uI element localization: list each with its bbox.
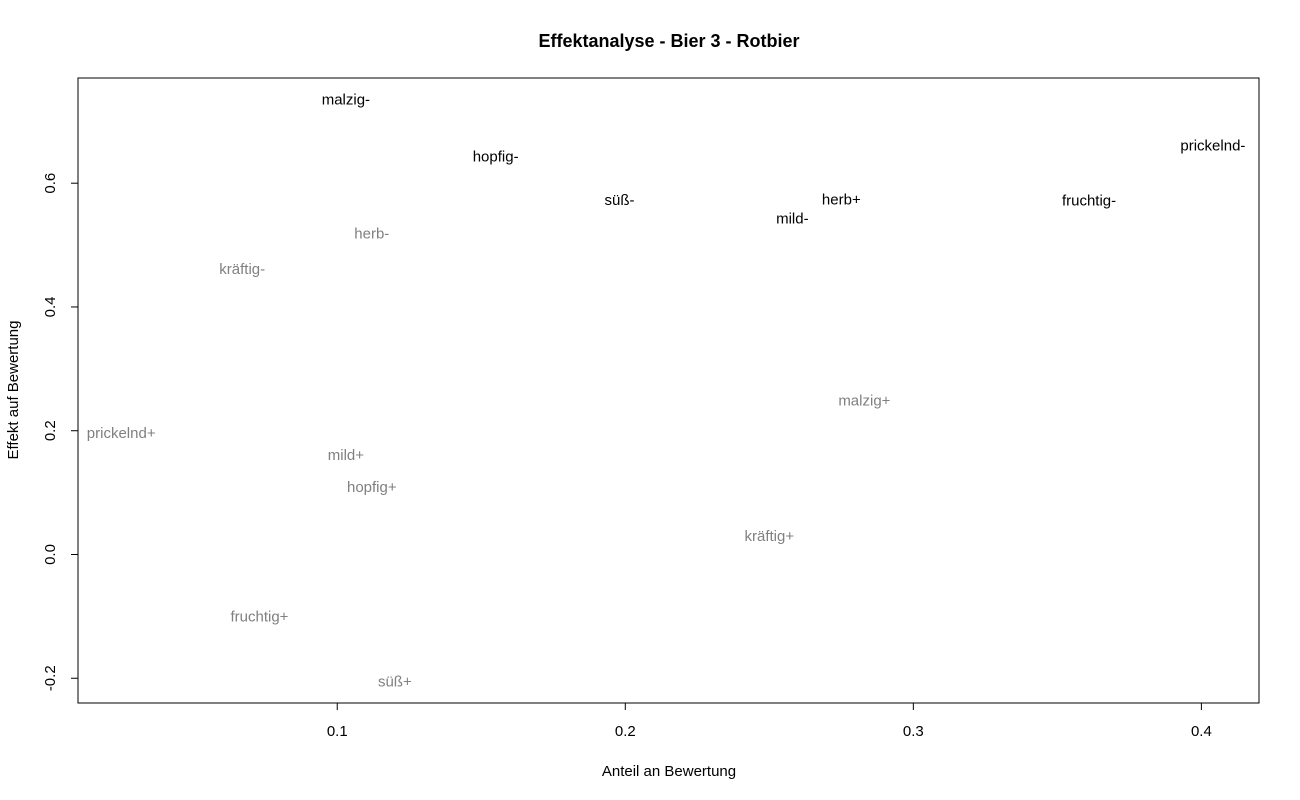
point-label: süß- [605,192,635,209]
point-label: hopfig+ [347,479,397,496]
point-label: kräftig- [219,261,265,278]
x-tick-label: 0.2 [615,723,636,740]
point-label: mild+ [328,447,365,464]
point-label: fruchtig- [1062,193,1116,210]
x-axis: 0.1 0.2 0.3 0.4 [327,703,1212,740]
point-label: malzig- [322,92,370,109]
point-label: fruchtig+ [230,608,288,625]
y-tick-label: 0.6 [42,173,59,194]
chart-title: Effektanalyse - Bier 3 - Rotbier [538,31,799,51]
y-axis-label: Effekt auf Bewertung [5,321,22,460]
point-label: herb+ [822,191,861,208]
point-label: prickelnd- [1180,137,1245,154]
y-tick-label: 0.4 [42,297,59,318]
point-labels: malzig-hopfig-süß-mild-herb+ fruchtig-pri… [87,92,1246,691]
point-label: süß+ [378,673,412,690]
point-label: herb- [354,225,389,242]
y-tick-label: 0.0 [42,544,59,565]
point-label: mild- [776,210,809,227]
point-label: hopfig- [473,149,519,166]
x-axis-label: Anteil an Bewertung [602,763,736,780]
x-tick-label: 0.3 [903,723,924,740]
point-label: prickelnd+ [87,425,156,442]
x-tick-label: 0.4 [1191,723,1212,740]
x-tick-label: 0.1 [327,723,348,740]
point-label: malzig+ [838,392,890,409]
point-label: kräftig+ [745,528,795,545]
y-tick-label: 0.2 [42,420,59,441]
y-tick-label: -0.2 [42,665,59,691]
y-axis: -0.2 0.0 0.2 0.4 0.6 [42,173,78,691]
plot-frame [77,77,1260,704]
